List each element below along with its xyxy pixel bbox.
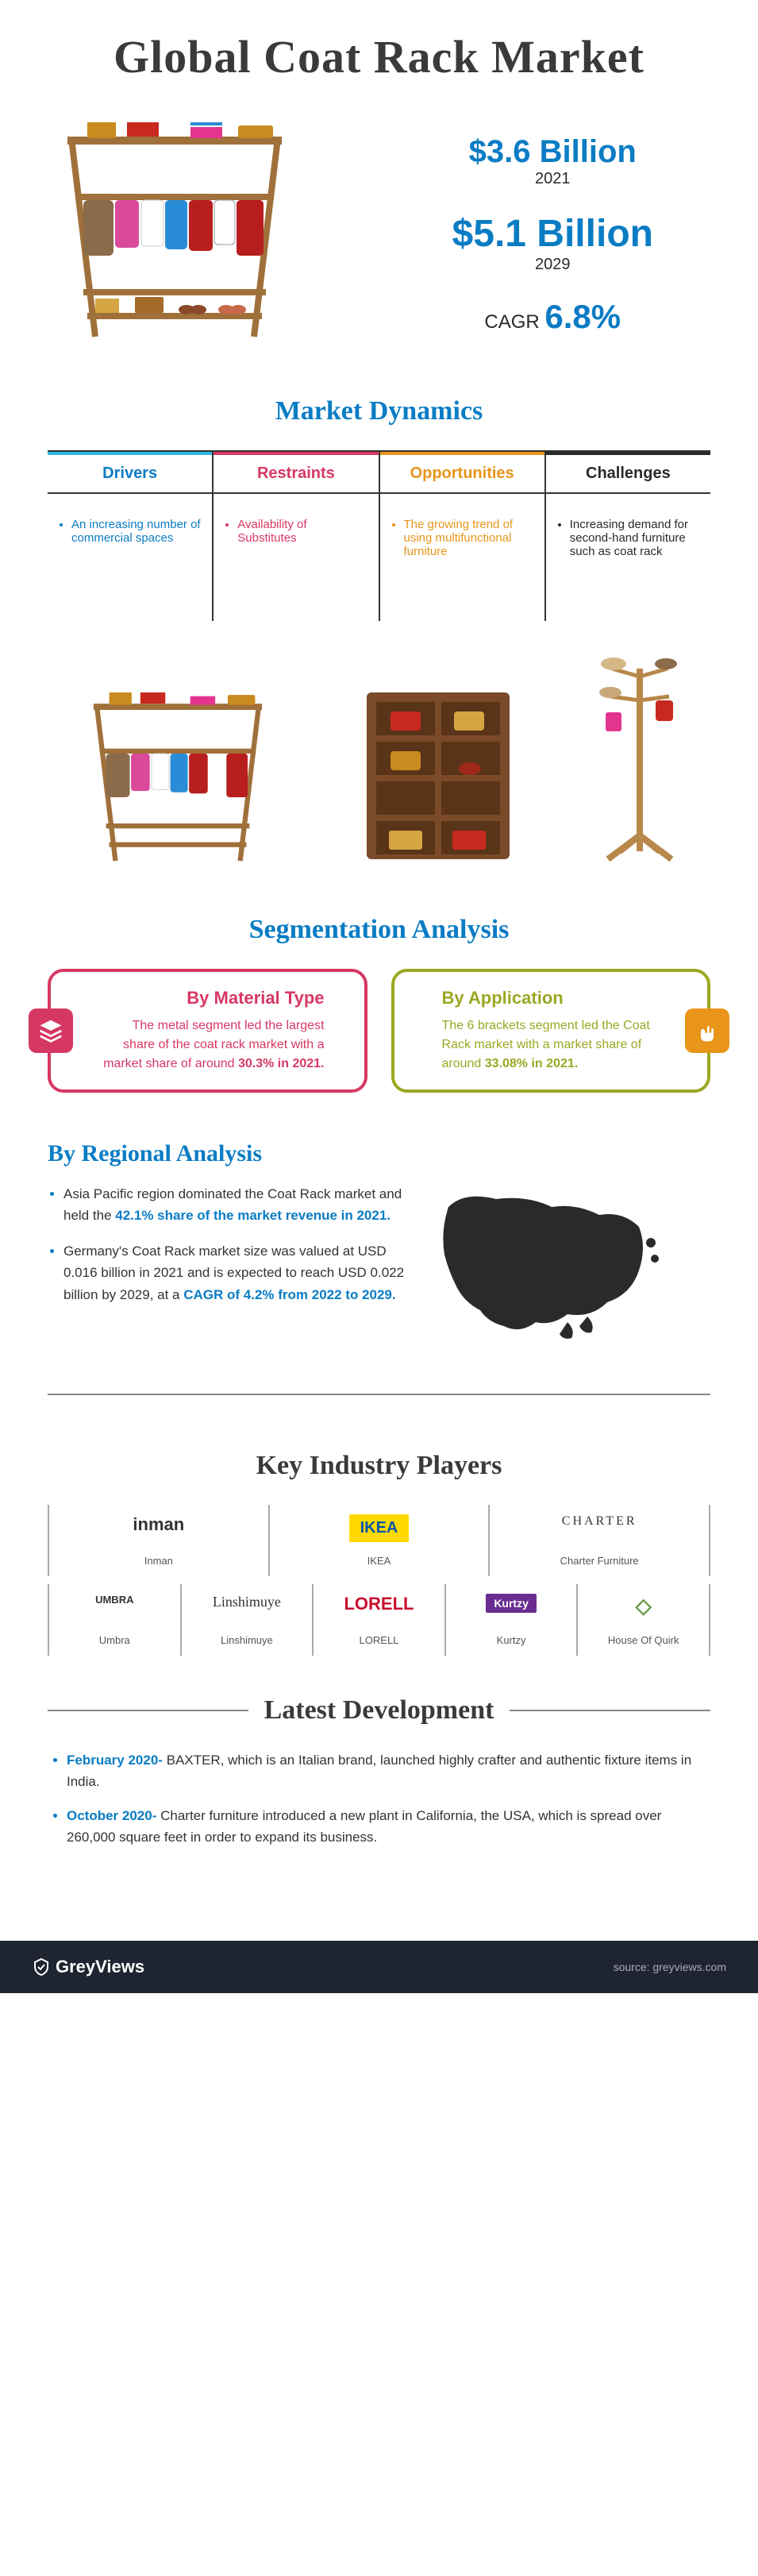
dynamics-body: Increasing demand for second-hand furnit… (546, 494, 710, 621)
dynamics-head: Restraints (214, 452, 378, 494)
seg-application-card: By Application The 6 brackets segment le… (391, 969, 711, 1093)
pole-rack-svg (596, 653, 683, 867)
asia-map (433, 1183, 710, 1346)
player-lorell: LORELL LORELL (314, 1584, 446, 1656)
player-logo: inman (133, 1514, 184, 1535)
player-logo: ◇ (636, 1594, 652, 1618)
layers-icon (29, 1008, 73, 1053)
player-charter: CHARTER Charter Furniture (490, 1505, 710, 1576)
footer-source: source: greyviews.com (614, 1961, 726, 1973)
player-logo: Kurtzy (486, 1594, 537, 1613)
latest-title-wrap: Latest Development (48, 1695, 710, 1726)
hero-section: $3.6 Billion 2021 $5.1 Billion 2029 CAGR… (48, 122, 710, 349)
player-name: IKEA (367, 1555, 391, 1567)
player-logo: IKEA (349, 1514, 410, 1542)
dynamics-title: Market Dynamics (48, 396, 710, 426)
player-name: House Of Quirk (608, 1634, 679, 1646)
product-illustrations (48, 653, 710, 867)
stat-2021-year: 2021 (395, 170, 711, 188)
player-linshimuye: Linshimuye Linshimuye (182, 1584, 314, 1656)
dynamics-table: Drivers An increasing number of commerci… (48, 450, 710, 621)
seg-material-text: The metal segment led the largest share … (98, 1016, 325, 1074)
latest-list: February 2020- BAXTER, which is an Itali… (48, 1749, 710, 1849)
stat-2021-value: $3.6 Billion (395, 134, 711, 170)
latest-title: Latest Development (264, 1695, 494, 1726)
regional-point-2: Germany's Coat Rack market size was valu… (63, 1240, 409, 1305)
dynamics-body: An increasing number of commercial space… (48, 494, 212, 621)
regional-points: Asia Pacific region dominated the Coat R… (48, 1183, 409, 1346)
regional-point-1: Asia Pacific region dominated the Coat R… (63, 1183, 409, 1226)
cagr-value: 6.8% (544, 298, 621, 335)
cagr-line: CAGR 6.8% (395, 298, 711, 336)
tap-icon (685, 1008, 729, 1053)
dynamics-head: Drivers (48, 452, 212, 494)
player-inman: inman Inman (49, 1505, 270, 1576)
footer-logo: GreyViews (32, 1957, 144, 1977)
hero-stats: $3.6 Billion 2021 $5.1 Billion 2029 CAGR… (395, 134, 711, 336)
divider-line (510, 1710, 710, 1711)
dynamics-col-restraints: Restraints Availability of Substitutes (214, 452, 379, 621)
player-name: Kurtzy (497, 1634, 526, 1646)
seg-material-card: By Material Type The metal segment led t… (48, 969, 367, 1093)
dynamics-col-challenges: Challenges Increasing demand for second-… (546, 452, 710, 621)
latest-item-2: October 2020- Charter furniture introduc… (67, 1805, 710, 1848)
players-title: Key Industry Players (48, 1451, 710, 1481)
player-hoq: ◇ House Of Quirk (578, 1584, 710, 1656)
coat-rack-main-svg (48, 122, 302, 345)
stat-2029-value: $5.1 Billion (395, 212, 711, 256)
hero-illustration (48, 122, 364, 349)
player-logo: UMBRA (95, 1594, 133, 1606)
players-row1: inman Inman IKEA IKEA CHARTER Charter Fu… (48, 1505, 710, 1576)
rack-variant-1-svg (75, 692, 281, 867)
player-logo: Linshimuye (213, 1594, 281, 1610)
player-logo: CHARTER (562, 1514, 637, 1529)
latest-item-1: February 2020- BAXTER, which is an Itali… (67, 1749, 710, 1792)
seg-application-head: By Application (442, 988, 668, 1008)
player-name: Linshimuye (221, 1634, 273, 1646)
player-kurtzy: Kurtzy Kurtzy (446, 1584, 579, 1656)
segmentation-row: By Material Type The metal segment led t… (48, 969, 710, 1093)
cabinet-svg (359, 684, 518, 867)
players-section: Key Industry Players inman Inman IKEA IK… (48, 1394, 710, 1656)
dynamics-body: Availability of Substitutes (214, 494, 378, 621)
seg-application-text: The 6 brackets segment led the Coat Rack… (442, 1016, 668, 1074)
segmentation-title: Segmentation Analysis (48, 915, 710, 945)
dynamics-body: The growing trend of using multifunction… (380, 494, 544, 621)
player-name: LORELL (360, 1634, 399, 1646)
player-name: Charter Furniture (560, 1555, 639, 1567)
stat-2029-year: 2029 (395, 256, 711, 274)
player-logo: LORELL (344, 1594, 414, 1614)
player-name: Umbra (99, 1634, 130, 1646)
dynamics-head: Opportunities (380, 452, 544, 494)
player-umbra: UMBRA Umbra (49, 1584, 182, 1656)
players-row2: UMBRA Umbra Linshimuye Linshimuye LORELL… (48, 1584, 710, 1656)
regional-section: By Regional Analysis Asia Pacific region… (48, 1140, 710, 1346)
footer: GreyViews source: greyviews.com (0, 1941, 758, 1993)
dynamics-head: Challenges (546, 452, 710, 494)
dynamics-col-opportunities: Opportunities The growing trend of using… (380, 452, 546, 621)
page-title: Global Coat Rack Market (48, 32, 710, 83)
cagr-label: CAGR (484, 311, 539, 333)
player-name: Inman (144, 1555, 173, 1567)
player-ikea: IKEA IKEA (270, 1505, 491, 1576)
seg-material-head: By Material Type (98, 988, 325, 1008)
regional-title: By Regional Analysis (48, 1140, 710, 1167)
divider-line (48, 1710, 248, 1711)
check-shield-icon (32, 1957, 51, 1976)
dynamics-col-drivers: Drivers An increasing number of commerci… (48, 452, 214, 621)
